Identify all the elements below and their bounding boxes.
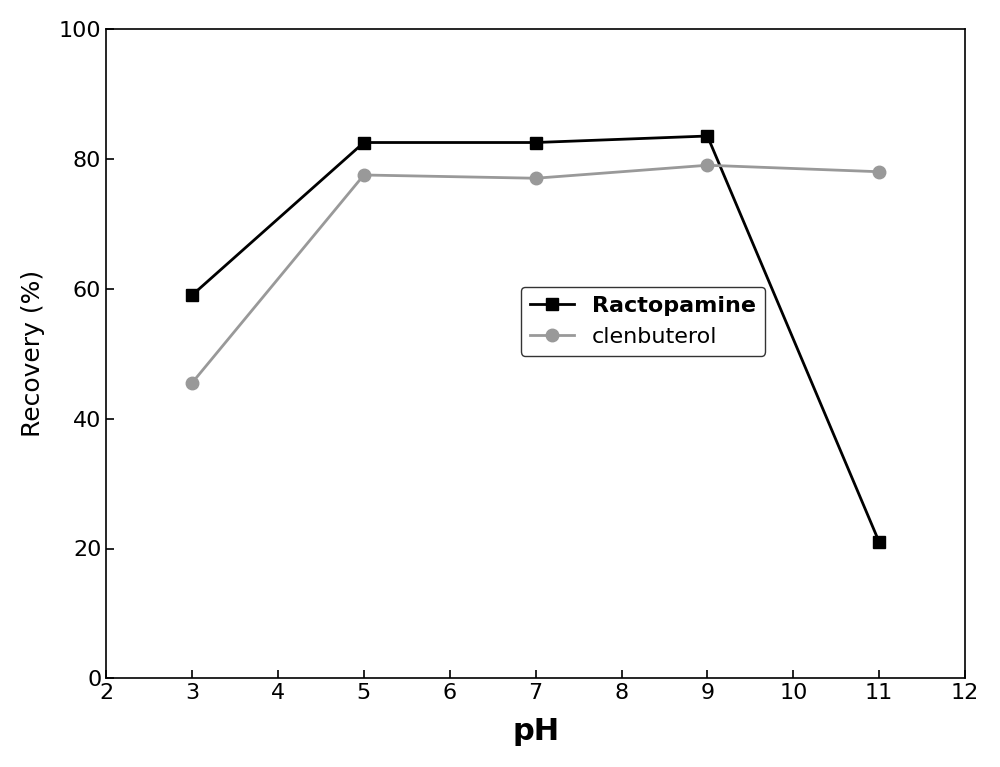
clenbuterol	[873, 167, 885, 176]
Y-axis label: Recovery (%): Recovery (%)	[21, 270, 45, 437]
Ractopamine	[358, 138, 370, 147]
Ractopamine	[873, 538, 885, 547]
X-axis label: pH: pH	[512, 717, 559, 746]
Line: Ractopamine: Ractopamine	[186, 130, 885, 548]
Line: clenbuterol: clenbuterol	[186, 159, 885, 389]
Ractopamine	[701, 131, 713, 140]
Ractopamine	[530, 138, 542, 147]
clenbuterol	[530, 173, 542, 183]
clenbuterol	[701, 160, 713, 170]
Ractopamine	[186, 291, 198, 300]
Legend: Ractopamine, clenbuterol: Ractopamine, clenbuterol	[521, 287, 765, 356]
clenbuterol	[186, 378, 198, 387]
clenbuterol	[358, 170, 370, 179]
